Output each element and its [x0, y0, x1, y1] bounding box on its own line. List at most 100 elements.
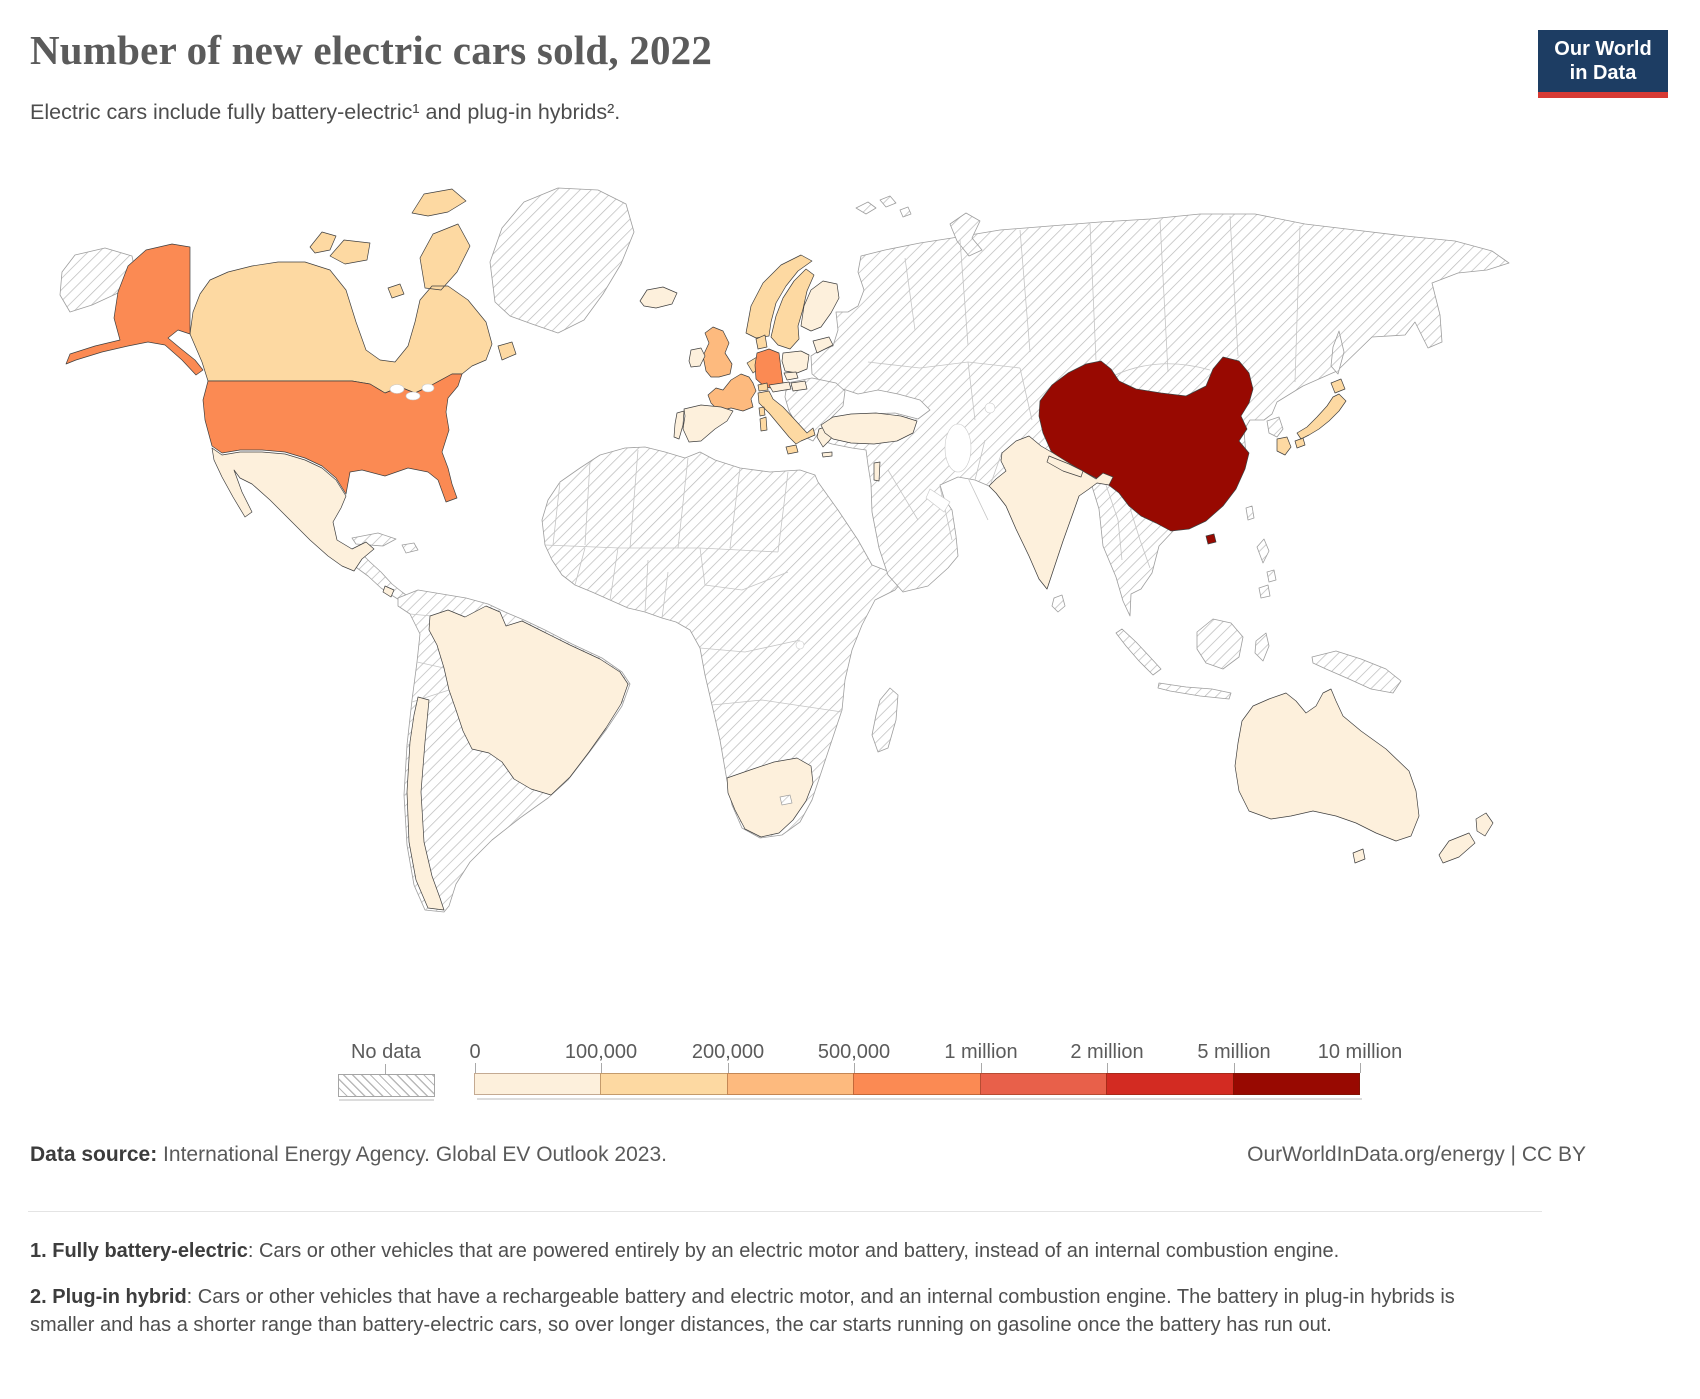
owid-logo-line1: Our World [1554, 37, 1652, 60]
country-denmark[interactable] [756, 335, 767, 349]
footnote-1: 1. Fully battery-electric: Cars or other… [30, 1238, 1485, 1266]
country-australia[interactable] [1235, 689, 1419, 863]
footnote-1-text: : Cars or other vehicles that are powere… [247, 1240, 1340, 1262]
country-south-africa[interactable] [727, 758, 813, 837]
legend-bin-5m-10m[interactable] [1232, 1073, 1360, 1095]
legend-bar-shadow [477, 1098, 1362, 1100]
legend-bin-500k-1m[interactable] [853, 1073, 981, 1095]
great-lakes-west [389, 384, 405, 394]
country-sweden[interactable] [771, 269, 814, 349]
country-hungary[interactable] [791, 381, 807, 391]
footnote-2-label: 2. Plug-in hybrid [30, 1286, 187, 1308]
data-source-label: Data source: [30, 1143, 158, 1166]
region-madagascar [872, 688, 898, 752]
country-canada[interactable] [190, 189, 516, 393]
page-title: Number of new electric cars sold, 2022 [30, 27, 713, 73]
region-cuba [352, 533, 396, 546]
country-mexico[interactable] [212, 448, 374, 571]
legend-tick-mark [1234, 1063, 1235, 1073]
region-lesotho [780, 795, 792, 805]
country-iceland[interactable] [640, 287, 677, 308]
country-spain[interactable] [683, 405, 733, 442]
legend-bin-0-100k[interactable] [474, 1073, 602, 1095]
legend-no-data-swatch[interactable] [338, 1074, 435, 1097]
lakes-and-seas [389, 383, 996, 650]
country-turkey[interactable] [821, 413, 917, 444]
region-borneo [1197, 619, 1243, 669]
legend-tick-mark [1360, 1063, 1361, 1073]
legend-tick-mark [728, 1063, 729, 1073]
region-novaya-zemlya [950, 213, 982, 256]
legend-tick-label-0: 0 [469, 1041, 481, 1063]
legend-no-data-label: No data [350, 1041, 422, 1063]
country-chile[interactable] [407, 697, 444, 910]
legend-bin-200k-500k[interactable] [726, 1073, 855, 1095]
country-baltic-states[interactable] [813, 337, 833, 353]
legend-tick-mark [981, 1063, 982, 1073]
country-japan[interactable] [1295, 379, 1346, 448]
legend-no-data-shadow [339, 1099, 434, 1101]
country-united-kingdom[interactable] [703, 327, 732, 377]
region-new-guinea [1312, 651, 1401, 693]
no-data-overlays [780, 795, 792, 805]
country-finland[interactable] [801, 281, 839, 331]
region-sri-lanka [1052, 595, 1065, 612]
legend-bin-2m-5m[interactable] [1106, 1073, 1234, 1095]
country-israel[interactable] [874, 462, 880, 481]
persian-gulf [926, 489, 950, 512]
region-philippines [1257, 539, 1276, 598]
legend-tick-label-1: 100,000 [564, 1041, 638, 1063]
footnote-2: 2. Plug-in hybrid: Cars or other vehicle… [30, 1284, 1485, 1339]
legend-tick-mark [475, 1063, 476, 1073]
owid-logo-line2: in Data [1569, 62, 1637, 84]
legend-tick-label-2: 200,000 [691, 1041, 765, 1063]
country-south-korea[interactable] [1277, 437, 1291, 455]
country-france[interactable] [708, 374, 756, 411]
legend-tick-label-6: 5 million [1197, 1041, 1271, 1063]
country-poland[interactable] [782, 351, 809, 373]
great-lakes-east [421, 383, 435, 393]
data-source-text: International Energy Agency. Global EV O… [157, 1143, 667, 1166]
region-greenland [490, 188, 634, 333]
caspian-sea [944, 423, 972, 473]
country-czechia[interactable] [784, 372, 798, 380]
lake-victoria [795, 640, 805, 650]
legend-tick-mark [1107, 1063, 1108, 1073]
great-lakes-mid [405, 391, 421, 401]
region-north-korea [1267, 417, 1283, 437]
country-new-zealand[interactable] [1439, 813, 1493, 863]
legend-bin-1m-2m[interactable] [979, 1073, 1108, 1095]
owid-logo: Our World in Data [1538, 30, 1668, 98]
country-portugal[interactable] [674, 411, 684, 439]
legend-tick-mark [854, 1063, 855, 1073]
country-ireland[interactable] [689, 348, 705, 367]
country-nepal[interactable] [1047, 456, 1083, 477]
region-java [1158, 683, 1231, 699]
country-germany[interactable] [755, 349, 783, 389]
legend-tick-label-3: 500,000 [817, 1041, 891, 1063]
legend-bin-100k-200k[interactable] [600, 1073, 728, 1095]
region-africa [542, 447, 905, 838]
region-sumatra [1116, 629, 1161, 675]
legend-tick-label-7: 10 million [1317, 1041, 1403, 1063]
citation-link: OurWorldInData.org/energy | CC BY [1247, 1143, 1586, 1166]
legend-tick-label-4: 1 million [944, 1041, 1018, 1063]
aral-sea [984, 402, 996, 414]
footnote-1-label: 1. Fully battery-electric [30, 1240, 248, 1262]
legend-color-bar [474, 1073, 1360, 1095]
country-norway[interactable] [746, 255, 812, 338]
legend-tick-label-5: 2 million [1070, 1041, 1144, 1063]
footer-divider [28, 1211, 1542, 1212]
footnote-2-text: : Cars or other vehicles that have a rec… [30, 1286, 1455, 1336]
country-italy[interactable] [758, 391, 815, 454]
data-source-line: Data source: International Energy Agency… [30, 1143, 667, 1167]
page-subtitle: Electric cars include fully battery-elec… [30, 100, 621, 124]
region-taiwan [1246, 506, 1254, 520]
country-brazil[interactable] [429, 606, 628, 795]
country-austria[interactable] [769, 382, 791, 392]
country-costa-rica[interactable] [383, 586, 394, 597]
region-sulawesi [1255, 633, 1269, 661]
country-switzerland[interactable] [758, 383, 768, 391]
region-hispaniola [402, 543, 418, 553]
